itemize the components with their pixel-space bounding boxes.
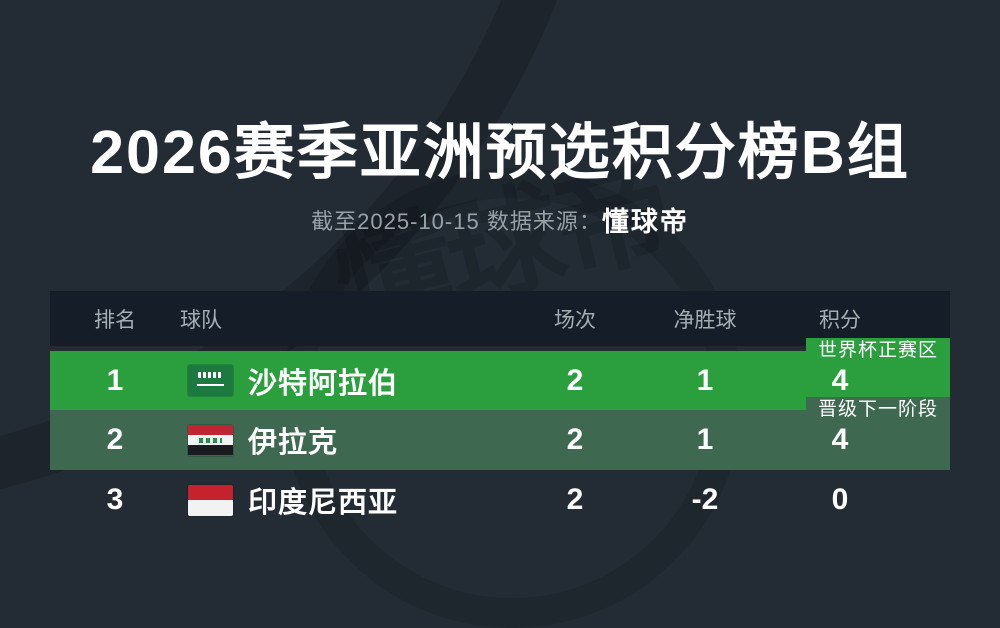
column-header-rank: 排名: [94, 308, 136, 332]
indonesia-red-half: [188, 484, 233, 500]
source-brand-name: 懂球帝: [601, 207, 689, 237]
goal-diff-value: 1: [696, 363, 714, 397]
points-value: 0: [831, 483, 849, 516]
saudi-sword: [197, 384, 224, 386]
subtitle-date-source-label: 截至2025-10-15 数据来源：: [311, 209, 602, 234]
rank-value: 2: [106, 423, 124, 456]
team-name: 伊拉克: [248, 427, 339, 459]
team-name: 印度尼西亚: [248, 487, 399, 519]
table-row-saudi-arabia: 世界杯正赛区 1 沙特阿拉伯 2 1 4: [50, 338, 950, 410]
rank-value: 3: [106, 483, 124, 516]
page-title: 2026赛季亚洲预选积分榜B组: [90, 118, 910, 186]
team-name: 沙特阿拉伯: [248, 367, 399, 400]
team-cell: 印度尼西亚: [180, 479, 510, 521]
iraq-takbir-script: [199, 437, 222, 443]
points-value: 4: [831, 423, 849, 456]
column-header-played: 场次: [554, 308, 596, 332]
goal-diff-value: -2: [691, 483, 719, 516]
standings-table: 排名 球队 场次 净胜球 积分 世界杯正赛区 1 沙特阿拉伯 2 1 4 晋级下…: [50, 291, 950, 530]
column-header-goal-diff: 净胜球: [673, 308, 737, 332]
iraq-red-stripe: [188, 424, 233, 436]
team-cell: 伊拉克: [180, 419, 510, 461]
column-header-points: 积分: [819, 308, 861, 332]
played-value: 2: [566, 363, 584, 397]
table-header-row: 排名 球队 场次 净胜球 积分: [50, 291, 950, 346]
table-row-indonesia: 3 印度尼西亚 2 -2 0: [50, 470, 950, 530]
table-row-iraq: 晋级下一阶段 2 伊拉克 2 1 4: [50, 397, 950, 470]
iraq-flag: [188, 424, 233, 456]
saudi-arabia-flag: [188, 365, 233, 396]
saudi-shahada-script: [198, 372, 223, 378]
played-value: 2: [566, 423, 584, 456]
points-value: 4: [831, 363, 849, 397]
zone-badge-world-cup: 世界杯正赛区: [805, 338, 950, 364]
column-header-team: 球队: [180, 308, 222, 332]
rank-value: 1: [106, 363, 124, 397]
goal-diff-value: 1: [696, 423, 714, 456]
team-cell: 沙特阿拉伯: [180, 360, 510, 402]
zone-badge-next-stage: 晋级下一阶段: [805, 397, 950, 423]
played-value: 2: [566, 483, 584, 516]
indonesia-flag: [188, 484, 233, 516]
page-subtitle: 截至2025-10-15 数据来源：懂球帝: [0, 200, 1000, 239]
iraq-black-stripe: [188, 444, 233, 456]
indonesia-white-half: [188, 500, 233, 516]
